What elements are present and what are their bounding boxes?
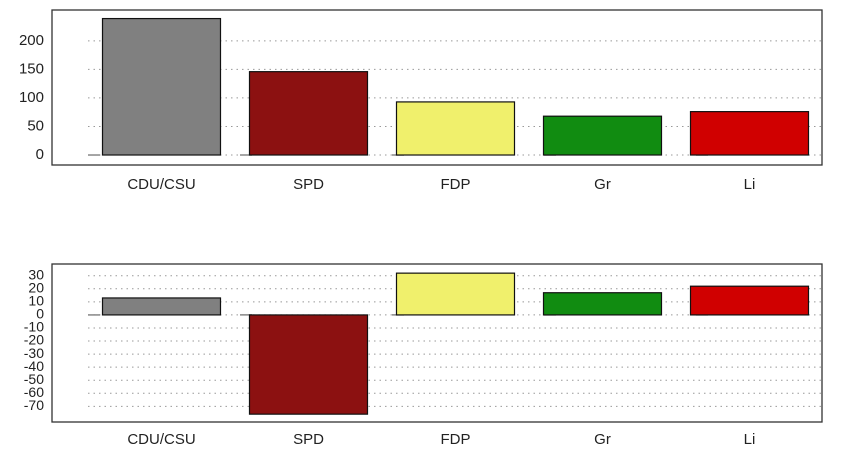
y-tick-label: -50 [24, 371, 44, 387]
bar [542, 292, 663, 316]
x-tick-label: SPD [293, 176, 324, 193]
x-tick-label: FDP [441, 431, 471, 448]
x-tick-label: SPD [293, 431, 324, 448]
bar [101, 297, 222, 316]
plot-frame [51, 9, 823, 166]
bar [248, 314, 369, 415]
y-tick-label: 0 [36, 306, 44, 322]
y-tick-label: 200 [19, 32, 44, 49]
bar [101, 17, 222, 156]
y-tick-label: 150 [19, 60, 44, 77]
bar [395, 101, 516, 156]
y-tick-label: -30 [24, 345, 44, 361]
bar [395, 272, 516, 316]
x-tick-label: Li [744, 431, 756, 448]
y-tick-label: 20 [28, 280, 44, 296]
y-tick-label: 0 [36, 146, 44, 163]
x-tick-label: Li [744, 176, 756, 193]
y-tick-label: -60 [24, 384, 44, 400]
y-tick-label: -40 [24, 358, 44, 374]
y-tick-label: -70 [24, 397, 44, 413]
x-tick-label: Gr [594, 431, 611, 448]
bar [689, 285, 810, 316]
bar [689, 111, 810, 156]
x-tick-label: FDP [441, 176, 471, 193]
bar [248, 71, 369, 156]
x-tick-label: Gr [594, 176, 611, 193]
y-tick-label: 10 [28, 293, 44, 309]
x-tick-label: CDU/CSU [127, 176, 195, 193]
plot-frame [51, 263, 823, 423]
x-tick-label: CDU/CSU [127, 431, 195, 448]
y-tick-label: 30 [28, 266, 44, 282]
y-tick-label: 50 [27, 117, 44, 134]
y-tick-label: 100 [19, 89, 44, 106]
y-tick-label: -10 [24, 319, 44, 335]
bar [542, 115, 663, 156]
y-tick-label: -20 [24, 332, 44, 348]
